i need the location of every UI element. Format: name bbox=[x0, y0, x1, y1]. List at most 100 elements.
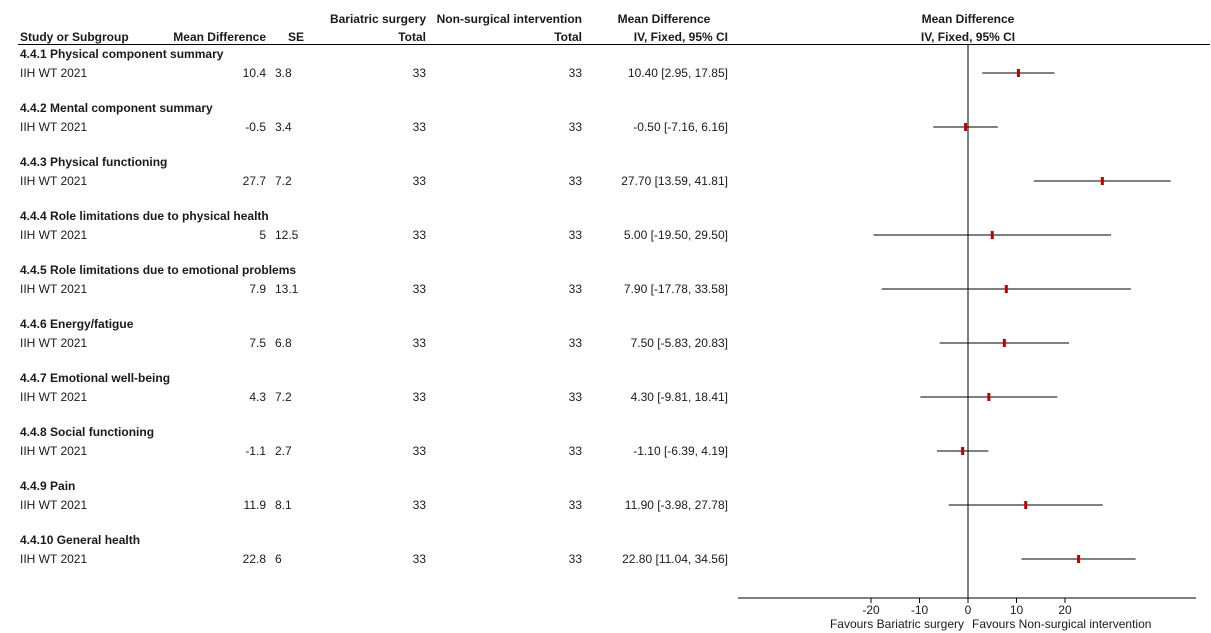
subgroup-title: 4.4.3 Physical functioning bbox=[20, 155, 168, 169]
point-estimate-marker bbox=[1004, 285, 1008, 293]
point-estimate-marker bbox=[1002, 339, 1006, 347]
ctrl-total-value: 33 bbox=[568, 498, 582, 512]
plot-header-title: Mean Difference bbox=[921, 12, 1015, 26]
ci-text: 5.00 [-19.50, 29.50] bbox=[623, 228, 728, 242]
exp-total-value: 33 bbox=[412, 336, 426, 350]
x-tick-label: 0 bbox=[965, 603, 972, 617]
se-value: 2.7 bbox=[275, 444, 292, 458]
x-tick-label: -20 bbox=[862, 603, 880, 617]
header-ci-title: Mean Difference bbox=[617, 12, 711, 26]
ci-text: -0.50 [-7.16, 6.16] bbox=[633, 120, 728, 134]
point-estimate-marker bbox=[961, 447, 965, 455]
subgroup-title: 4.4.6 Energy/fatigue bbox=[20, 317, 134, 331]
point-estimate-marker bbox=[1016, 69, 1020, 77]
exp-total-value: 33 bbox=[412, 444, 426, 458]
ctrl-total-value: 33 bbox=[568, 336, 582, 350]
se-value: 3.4 bbox=[275, 120, 292, 134]
mean-difference-value: 10.4 bbox=[242, 66, 266, 80]
point-estimate-marker bbox=[987, 393, 991, 401]
mean-difference-value: -1.1 bbox=[245, 444, 266, 458]
study-name: IIH WT 2021 bbox=[20, 390, 88, 404]
ci-text: 7.90 [-17.78, 33.58] bbox=[623, 282, 728, 296]
subgroup-title: 4.4.8 Social functioning bbox=[20, 425, 155, 439]
se-value: 12.5 bbox=[275, 228, 299, 242]
se-value: 8.1 bbox=[275, 498, 292, 512]
ci-text: 27.70 [13.59, 41.81] bbox=[621, 174, 728, 188]
study-name: IIH WT 2021 bbox=[20, 174, 88, 188]
point-estimate-marker bbox=[990, 231, 994, 239]
ci-text: 7.50 [-5.83, 20.83] bbox=[630, 336, 728, 350]
header-non-surgical: Non-surgical intervention bbox=[436, 12, 582, 26]
study-name: IIH WT 2021 bbox=[20, 336, 88, 350]
mean-difference-value: 27.7 bbox=[242, 174, 266, 188]
mean-difference-value: -0.5 bbox=[245, 120, 266, 134]
header-bariatric-surgery: Bariatric surgery bbox=[329, 12, 426, 26]
ctrl-total-value: 33 bbox=[568, 228, 582, 242]
se-value: 6.8 bbox=[275, 336, 292, 350]
exp-total-value: 33 bbox=[412, 552, 426, 566]
ctrl-total-value: 33 bbox=[568, 552, 582, 566]
study-name: IIH WT 2021 bbox=[20, 552, 88, 566]
mean-difference-value: 11.9 bbox=[243, 498, 266, 512]
se-value: 13.1 bbox=[275, 282, 299, 296]
header-ci-method: IV, Fixed, 95% CI bbox=[633, 30, 728, 44]
subgroup-title: 4.4.5 Role limitations due to emotional … bbox=[20, 263, 297, 277]
ctrl-total-value: 33 bbox=[568, 174, 582, 188]
exp-total-value: 33 bbox=[412, 120, 426, 134]
ci-text: -1.10 [-6.39, 4.19] bbox=[633, 444, 728, 458]
ctrl-total-value: 33 bbox=[568, 120, 582, 134]
subgroup-title: 4.4.9 Pain bbox=[20, 479, 76, 493]
exp-total-value: 33 bbox=[412, 174, 426, 188]
study-name: IIH WT 2021 bbox=[20, 282, 88, 296]
mean-difference-value: 22.8 bbox=[242, 552, 266, 566]
study-name: IIH WT 2021 bbox=[20, 498, 88, 512]
header-se: SE bbox=[287, 30, 304, 44]
ci-text: 22.80 [11.04, 34.56] bbox=[622, 552, 728, 566]
favours-left-label: Favours Bariatric surgery bbox=[830, 617, 964, 631]
favours-right-label: Favours Non-surgical intervention bbox=[972, 617, 1151, 631]
ci-text: 11.90 [-3.98, 27.78] bbox=[624, 498, 728, 512]
ctrl-total-value: 33 bbox=[568, 282, 582, 296]
se-value: 3.8 bbox=[275, 66, 292, 80]
subgroup-title: 4.4.1 Physical component summary bbox=[20, 47, 224, 61]
mean-difference-value: 7.9 bbox=[249, 282, 266, 296]
exp-total-value: 33 bbox=[412, 66, 426, 80]
x-tick-label: 20 bbox=[1058, 603, 1072, 617]
subgroup-title: 4.4.4 Role limitations due to physical h… bbox=[20, 209, 269, 223]
mean-difference-value: 5 bbox=[259, 228, 266, 242]
header-ctrl-total: Total bbox=[554, 30, 582, 44]
x-tick-label: -10 bbox=[911, 603, 929, 617]
mean-difference-value: 7.5 bbox=[249, 336, 266, 350]
ctrl-total-value: 33 bbox=[568, 444, 582, 458]
ctrl-total-value: 33 bbox=[568, 66, 582, 80]
header-rule bbox=[18, 44, 1210, 45]
subgroup-title: 4.4.10 General health bbox=[20, 533, 141, 547]
x-tick-label: 10 bbox=[1010, 603, 1024, 617]
point-estimate-marker bbox=[1100, 177, 1104, 185]
subgroup-title: 4.4.7 Emotional well-being bbox=[20, 371, 171, 385]
ci-text: 10.40 [2.95, 17.85] bbox=[627, 66, 728, 80]
exp-total-value: 33 bbox=[412, 498, 426, 512]
point-estimate-marker bbox=[1024, 501, 1028, 509]
header-study: Study or Subgroup bbox=[20, 30, 129, 44]
exp-total-value: 33 bbox=[412, 282, 426, 296]
se-value: 7.2 bbox=[275, 390, 292, 404]
mean-difference-value: 4.3 bbox=[249, 390, 266, 404]
exp-total-value: 33 bbox=[412, 228, 426, 242]
header-mean-difference: Mean Difference bbox=[173, 30, 266, 44]
se-value: 6 bbox=[275, 552, 282, 566]
ctrl-total-value: 33 bbox=[568, 390, 582, 404]
se-value: 7.2 bbox=[275, 174, 292, 188]
exp-total-value: 33 bbox=[412, 390, 426, 404]
point-estimate-marker bbox=[964, 123, 968, 131]
ci-text: 4.30 [-9.81, 18.41] bbox=[630, 390, 728, 404]
header-exp-total: Total bbox=[398, 30, 426, 44]
subgroup-title: 4.4.2 Mental component summary bbox=[20, 101, 213, 115]
study-name: IIH WT 2021 bbox=[20, 66, 88, 80]
point-estimate-marker bbox=[1077, 555, 1081, 563]
study-name: IIH WT 2021 bbox=[20, 120, 88, 134]
plot-header-method: IV, Fixed, 95% CI bbox=[920, 30, 1016, 44]
study-name: IIH WT 2021 bbox=[20, 444, 88, 458]
study-name: IIH WT 2021 bbox=[20, 228, 88, 242]
